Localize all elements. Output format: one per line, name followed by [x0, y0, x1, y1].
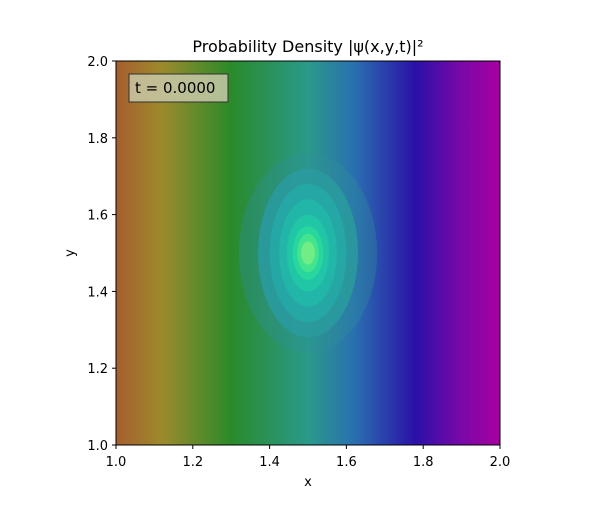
x-tick-label: 1.2 — [182, 455, 203, 470]
plot-frame — [115, 60, 501, 446]
x-axis-ticks: 1.0 1.2 1.4 1.6 1.8 2.0 — [106, 445, 511, 470]
chart-title: Probability Density |ψ(x,y,t)|² — [192, 37, 423, 56]
plot-area — [116, 61, 500, 445]
y-axis-ticks: 1.0 1.2 1.4 1.6 1.8 2.0 — [87, 55, 116, 454]
y-tick-label: 1.2 — [87, 362, 108, 377]
x-tick-label: 1.8 — [413, 455, 434, 470]
density-contour-7 — [301, 241, 315, 265]
time-annotation-box — [128, 73, 229, 103]
y-tick-label: 1.0 — [87, 439, 108, 454]
y-tick-label: 1.4 — [87, 285, 108, 300]
y-axis-label: y — [63, 249, 78, 257]
y-tick-label: 2.0 — [87, 55, 108, 70]
x-tick-label: 1.6 — [336, 455, 357, 470]
x-tick-label: 1.4 — [259, 455, 280, 470]
density-contours — [238, 153, 378, 353]
time-annotation-text: t = 0.0000 — [135, 79, 215, 97]
x-tick-label: 1.0 — [106, 455, 127, 470]
x-axis-label: x — [304, 475, 312, 490]
x-tick-label: 2.0 — [490, 455, 511, 470]
y-tick-label: 1.8 — [87, 132, 108, 147]
y-tick-label: 1.6 — [87, 209, 108, 224]
time-annotation: t = 0.0000 — [128, 73, 229, 103]
